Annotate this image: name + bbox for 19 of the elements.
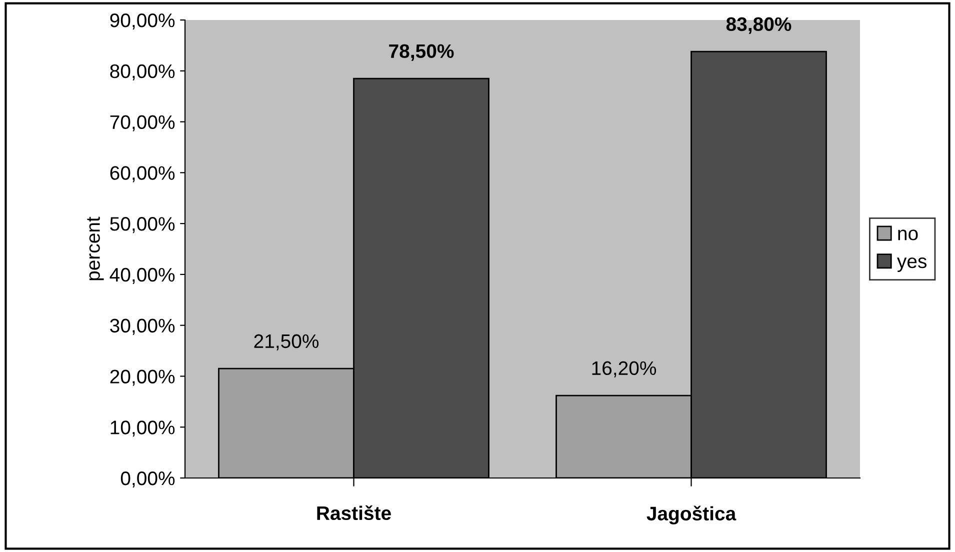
y-tick-label: 40,00%: [110, 268, 175, 284]
y-tick-label: 20,00%: [110, 370, 175, 386]
y-tick-label: 70,00%: [110, 115, 175, 132]
data-label: 83,80%: [726, 17, 792, 34]
legend-label: no: [898, 230, 918, 240]
y-tick-label: 50,00%: [110, 217, 175, 234]
data-label: 21,50%: [254, 334, 319, 350]
y-tick-label: 30,00%: [110, 318, 175, 335]
y-tick-label: 90,00%: [110, 13, 175, 30]
y-tick-label: 10,00%: [110, 420, 175, 437]
y-tick-label: 0,00%: [120, 471, 175, 488]
y-tick-label: 60,00%: [110, 166, 175, 182]
data-label: 16,20%: [592, 361, 656, 378]
x-tick-label: Rastište: [317, 505, 391, 520]
x-tick-label: Jagoštica: [646, 506, 736, 524]
y-axis-title: percent: [87, 216, 104, 280]
legend-label: yes: [896, 257, 926, 272]
data-label: 78,50%: [389, 44, 454, 61]
y-tick-label: 80,00%: [110, 64, 175, 80]
